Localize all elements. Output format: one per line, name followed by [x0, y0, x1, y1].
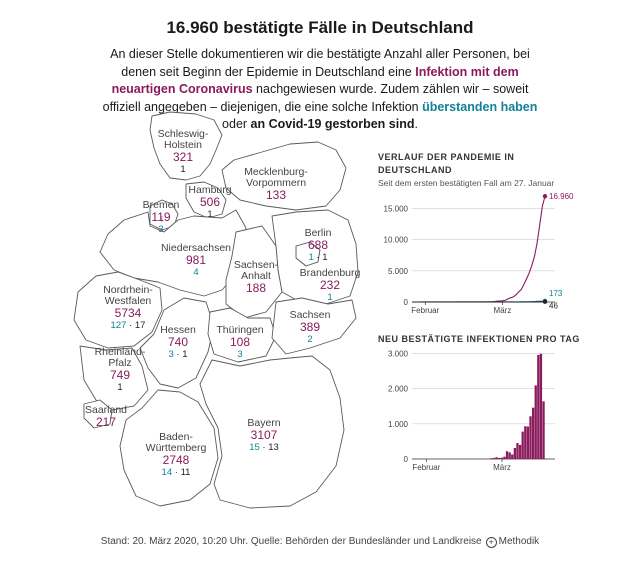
line-chart-x-tick: Februar — [411, 306, 439, 315]
state-shape-baden-wuerttemberg[interactable] — [119, 389, 219, 507]
bar-daily-cases — [529, 416, 532, 459]
state-shape-thueringen[interactable] — [207, 307, 277, 363]
bar-daily-cases — [518, 444, 522, 459]
bar-daily-cases — [503, 456, 506, 459]
line-chart-series: 16.960 173 46 — [412, 192, 574, 311]
line-chart-subtitle: Seit dem ersten bestätigten Fall am 27. … — [378, 178, 554, 188]
state-shape-bayern[interactable] — [199, 355, 345, 509]
line-series-recovered — [412, 300, 546, 303]
footer-source: Stand: 20. März 2020, 10:20 Uhr. Quelle:… — [100, 536, 482, 547]
state-shape-sachsen[interactable] — [271, 297, 357, 355]
line-series-label-cases: 16.960 — [549, 192, 574, 201]
bar-daily-cases — [495, 457, 498, 459]
intro-highlight-infection: Infektion mit dem neuartigen Coronavirus — [111, 64, 519, 97]
state-shape-hamburg[interactable] — [185, 181, 227, 219]
bar-daily-cases — [537, 354, 540, 459]
line-chart-y-tick: 10.000 — [384, 236, 409, 245]
line-series-cases — [412, 196, 546, 303]
bar-chart-y-tick: 0 — [404, 455, 409, 464]
intro-part-1: An dieser Stelle dokumentieren wir die b… — [110, 47, 530, 79]
bar-chart-y-tick: 1.000 — [388, 420, 409, 429]
plus-circle-icon[interactable]: + — [485, 537, 497, 548]
line-chart-title-1: VERLAUF DER PANDEMIE IN — [378, 152, 514, 162]
line-series-label-recovered: 173 — [549, 289, 563, 298]
intro-part-5: oder — [222, 117, 251, 131]
bar-daily-cases — [534, 385, 537, 459]
bar-daily-cases — [524, 426, 527, 459]
intro-highlight-deaths: an Covid-19 gestorben sind — [250, 117, 415, 131]
bar-chart-bars — [412, 353, 545, 459]
state-borders — [73, 111, 359, 509]
bar-daily-cases — [526, 426, 530, 459]
bar-daily-cases — [513, 447, 517, 459]
line-series-endpoint-deaths — [542, 299, 548, 304]
state-shape-mecklenburg-vorpommern[interactable] — [221, 141, 347, 211]
bar-daily-cases — [498, 457, 501, 459]
state-shape-saarland[interactable] — [83, 399, 113, 429]
bar-daily-cases — [508, 452, 511, 459]
bar-daily-cases — [492, 457, 496, 459]
bar-daily-cases — [490, 458, 493, 459]
state-shape-nordrhein-westfalen[interactable] — [73, 271, 163, 349]
bar-daily-cases — [500, 457, 503, 459]
bar-daily-cases — [516, 443, 519, 459]
line-series-endpoint-recovered — [542, 298, 548, 304]
bar-daily-cases — [505, 451, 509, 459]
line-chart-x-tick: März — [494, 306, 512, 315]
state-shape-sachsen-anhalt[interactable] — [225, 225, 283, 319]
line-chart-y-tick: 5.000 — [388, 267, 409, 276]
bar-chart-x-tick: Februar — [412, 463, 440, 472]
state-shape-schleswig-holstein[interactable] — [149, 111, 223, 181]
bar-chart-y-tick: 3.000 — [388, 350, 409, 359]
line-chart-title-2: DEUTSCHLAND — [378, 165, 452, 175]
line-series-label-deaths: 46 — [549, 302, 558, 311]
intro-highlight-recovered: überstanden haben — [422, 99, 538, 114]
line-chart-y-tick: 15.000 — [384, 204, 409, 213]
line-series-endpoint-cases — [542, 194, 548, 199]
bar-chart-y-tick: 2.000 — [388, 385, 409, 394]
methodik-link[interactable]: Methodik — [498, 536, 540, 547]
footer: Stand: 20. März 2020, 10:20 Uhr. Quelle:… — [0, 536, 640, 548]
state-shape-bremen[interactable] — [149, 199, 179, 231]
bar-daily-cases — [542, 401, 545, 459]
bar-chart-title: NEU BESTÄTIGTE INFEKTIONEN PRO TAG — [378, 334, 580, 344]
bar-chart-x-tick: März — [493, 463, 511, 472]
bar-daily-cases — [521, 431, 524, 459]
page-title: 16.960 bestätigte Fälle in Deutschland — [166, 18, 474, 37]
bar-daily-cases — [539, 353, 543, 459]
intro-text: An dieser Stelle dokumentieren wir die b… — [100, 46, 540, 134]
state-shape-rheinland-pfalz[interactable] — [79, 345, 149, 411]
intro-part-7: . — [414, 117, 418, 131]
bar-daily-cases — [511, 454, 514, 459]
intro-part-3: nachgewiesen wurde. Zudem zählen wir – s… — [102, 82, 529, 114]
state-shape-niedersachsen[interactable] — [99, 209, 247, 297]
line-chart-y-tick: 0 — [404, 298, 409, 307]
bar-daily-cases — [531, 407, 535, 459]
